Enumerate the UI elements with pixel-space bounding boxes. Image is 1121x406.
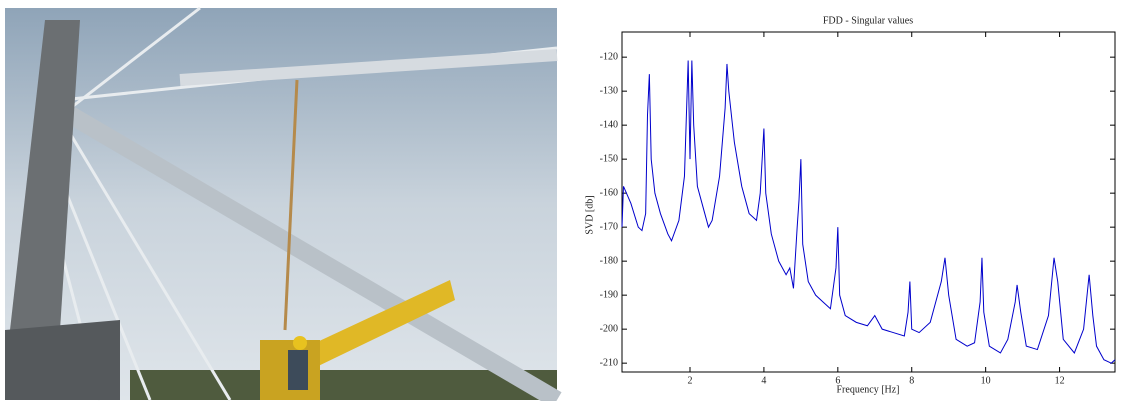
y-tick-label: -180 <box>600 255 618 266</box>
x-tick-label: 8 <box>909 375 914 386</box>
x-tick-label: 10 <box>981 375 991 386</box>
data-line <box>622 61 1115 364</box>
y-tick-label: -190 <box>600 289 618 300</box>
chart-title: FDD - Singular values <box>823 15 913 26</box>
figure: FDD - Singular values Frequency [Hz] SVD… <box>0 0 1121 401</box>
y-tick-label: -140 <box>600 119 618 130</box>
y-tick-label: -210 <box>600 357 618 368</box>
y-tick-label: -150 <box>600 153 618 164</box>
y-tick-label: -120 <box>600 51 618 62</box>
x-tick-label: 6 <box>835 375 840 386</box>
photo <box>5 8 557 400</box>
x-tick-label: 12 <box>1055 375 1065 386</box>
y-tick-label: -130 <box>600 85 618 96</box>
y-axis-label: SVD [db] <box>584 195 595 234</box>
y-tick-label: -170 <box>600 221 618 232</box>
chart: FDD - Singular values Frequency [Hz] SVD… <box>584 15 1115 395</box>
y-tick-label: -160 <box>600 187 618 198</box>
x-axis-label: Frequency [Hz] <box>836 384 899 395</box>
x-tick-label: 4 <box>761 375 766 386</box>
y-tick-label: -200 <box>600 323 618 334</box>
x-tick-label: 2 <box>688 375 693 386</box>
page: {"chart_data": {"type": "line", "title":… <box>0 0 1121 401</box>
plot-frame <box>622 32 1115 372</box>
